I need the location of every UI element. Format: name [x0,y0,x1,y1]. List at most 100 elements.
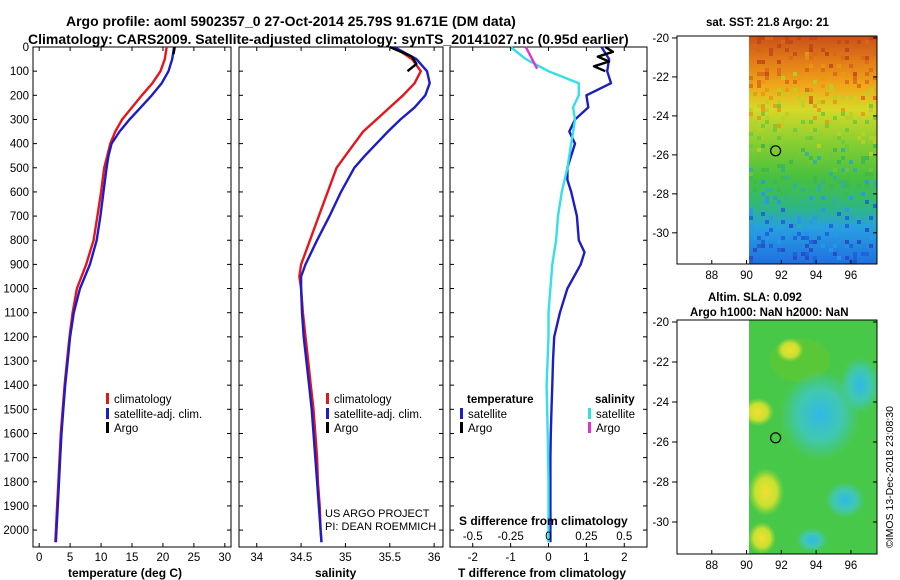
legend-title-temperature: temperature [467,394,533,406]
sst-pixel [749,208,753,212]
sst-pixel [833,196,837,200]
sst-pixel [753,92,757,96]
sst-pixel [821,196,825,200]
sst-pixel [749,128,753,132]
series-line-satellite-adj-clim- [299,45,431,543]
sst-pixel [797,216,801,220]
sst-pixel [753,44,757,48]
sst-pixel [821,112,825,116]
sst-pixel [749,108,753,112]
sst-pixel [761,168,765,172]
depth-tick-label: 800 [10,235,29,247]
sst-pixel [781,116,785,120]
sst-pixel [777,204,781,208]
sst-pixel [817,184,821,188]
sst-pixel [841,72,845,76]
sst-pixel [769,216,773,220]
sst-pixel [769,144,773,148]
sst-pixel [777,104,781,108]
sst-pixel [805,68,809,72]
sst-pixel [869,216,873,220]
s-difference-tick-label: 0.5 [616,531,632,543]
sst-pixel [777,100,781,104]
sst-pixel [781,208,785,212]
legend-swatch-temperature-argo [460,422,463,433]
sst-pixel [817,144,821,148]
sst-pixel [809,120,813,124]
sst-pixel [761,244,765,248]
sst-pixel [873,116,877,120]
x-tick-label: 25 [187,552,200,564]
series-line-salinity-satellite [509,46,580,543]
sst-pixel [865,228,869,232]
sst-pixel [761,104,765,108]
sst-pixel [861,132,865,136]
sst-pixel [761,136,765,140]
temperature-x-ticks: 0 5 10 15 20 25 30 [36,47,231,564]
sla-map: 88 90 92 94 96 -20 -22 -24 -26 -28 -30 [652,317,878,572]
sst-pixel [857,240,861,244]
temperature-panel-frame [32,46,232,548]
sst-pixel [781,92,785,96]
sst-pixel [833,48,837,52]
sst-pixel [833,176,837,180]
sst-pixel [869,172,873,176]
sst-pixel [805,92,809,96]
sst-pixel [841,148,845,152]
sst-pixel [821,244,825,248]
sst-pixel [805,56,809,60]
sst-pixel [825,232,829,236]
sst-pixel [785,88,789,92]
sst-pixel [749,144,753,148]
sst-pixel [769,48,773,52]
sst-pixel [853,252,857,256]
sst-pixel [769,52,773,56]
sst-pixel [845,168,849,172]
sst-pixel [865,184,869,188]
sst-pixel [777,60,781,64]
sst-pixel [765,100,769,104]
sst-pixel [761,124,765,128]
sst-pixel [845,244,849,248]
sst-pixel [793,128,797,132]
sst-pixel [829,64,833,68]
sst-pixel [749,168,753,172]
sst-pixel [757,84,761,88]
sst-pixel [837,180,841,184]
sst-pixel [841,108,845,112]
x-tick-label: 35 [339,552,352,564]
sst-pixel [769,36,773,40]
sst-pixel [765,204,769,208]
sst-pixel [865,180,869,184]
sst-pixel [849,116,853,120]
sst-pixel [793,252,797,256]
imos-credit: ©IMOS 13-Dec-2018 23:08:30 [884,406,896,548]
x-tick-label: 1 [583,552,589,564]
sst-pixel [761,36,765,40]
sst-map-ticks: 88 90 92 94 96 -20 -22 -24 -26 -28 -30 [652,33,877,282]
map-lat-label: -28 [652,477,669,489]
sst-pixel [805,136,809,140]
x-tick-label: 2 [621,552,627,564]
sst-pixel [813,180,817,184]
legend-swatch-climatology [326,393,329,404]
sst-pixel [765,200,769,204]
map-lat-label: -20 [652,33,669,45]
sst-pixel [837,212,841,216]
series-line-salinity-argo [524,46,539,70]
x-tick-label: 36 [428,552,441,564]
sst-pixel [813,52,817,56]
sst-pixel [813,80,817,84]
sst-pixel [761,80,765,84]
sst-pixel [829,120,833,124]
sst-pixel [749,260,753,264]
map-lon-label: 88 [705,560,718,572]
sst-pixel [821,208,825,212]
sst-pixel [845,40,849,44]
sst-pixel [793,224,797,228]
map-lon-label: 96 [845,560,858,572]
sst-pixel [861,160,865,164]
sst-pixel [749,84,753,88]
salinity-difference-title: S difference from climatology [459,514,628,528]
sla-map-title-line2: Argo h1000: NaN h2000: NaN [690,307,849,319]
